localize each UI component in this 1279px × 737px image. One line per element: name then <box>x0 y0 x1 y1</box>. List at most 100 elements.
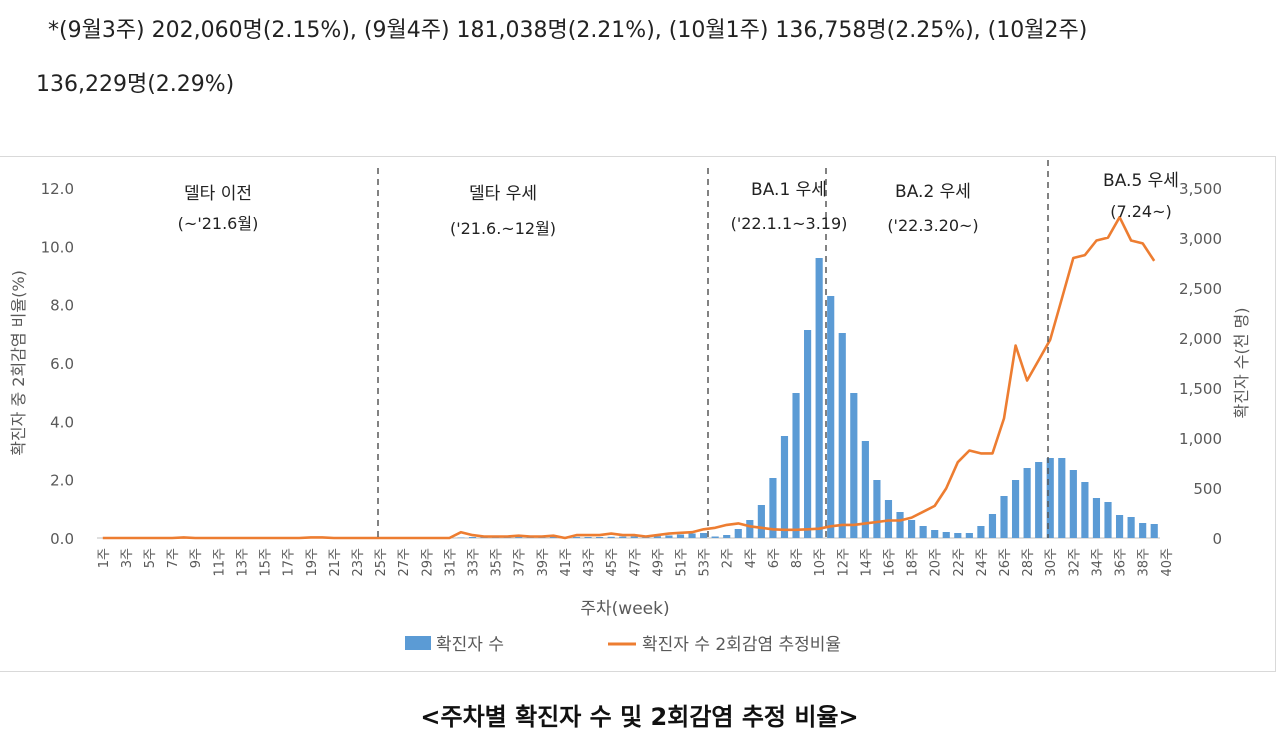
note-line-2: 136,229명(2.29%) <box>36 72 235 97</box>
x-tick-label: 7주 <box>166 548 181 568</box>
case-count-bar <box>1046 458 1054 538</box>
x-tick-label: 32주 <box>1067 548 1082 577</box>
x-tick-label: 1주 <box>97 548 112 568</box>
weekly-cases-chart: 0.0 2.0 4.0 6.0 8.0 10.0 12.0 0 500 1,000 1,500 2,0… <box>9 160 1251 655</box>
period-label: BA.2 우세 <box>895 182 971 202</box>
left-y-tick-label: 8.0 <box>50 297 74 315</box>
case-count-bar <box>965 533 973 538</box>
right-y-axis-title: 확진자 수(천 명) <box>1232 308 1251 419</box>
case-count-bar <box>630 536 638 538</box>
case-count-bar <box>1011 480 1020 538</box>
case-count-bar <box>596 537 604 538</box>
case-count-bar <box>907 520 916 538</box>
case-count-bar <box>457 537 465 538</box>
x-tick-label: 13주 <box>235 548 250 577</box>
case-count-bar <box>1000 496 1008 538</box>
period-label: 델타 이전 <box>184 184 252 204</box>
case-count-bar <box>468 537 477 538</box>
right-y-tick-label: 3,000 <box>1179 230 1222 248</box>
x-tick-label: 31주 <box>443 548 458 577</box>
case-count-bar <box>515 536 523 538</box>
case-count-bar <box>584 537 592 538</box>
x-tick-label: 39주 <box>536 548 551 577</box>
period-range: (7.24~) <box>1110 202 1172 221</box>
case-count-bar <box>1104 502 1112 538</box>
x-tick-label: 37주 <box>513 548 528 577</box>
case-count-bar <box>688 533 696 538</box>
x-tick-label: 25주 <box>374 548 389 577</box>
x-tick-label: 33주 <box>467 548 482 577</box>
x-tick-label: 23주 <box>351 548 366 577</box>
chart-frame <box>0 156 1276 672</box>
left-y-tick-label: 12.0 <box>41 180 74 198</box>
x-tick-label: 2주 <box>721 548 736 568</box>
right-y-tick-label: 0 <box>1212 530 1222 548</box>
case-count-bar <box>815 258 823 538</box>
case-count-bar <box>619 536 627 538</box>
left-y-tick-label: 0.0 <box>50 530 74 548</box>
x-tick-label: 5주 <box>143 548 158 568</box>
case-count-bar <box>1127 517 1135 538</box>
left-y-tick-label: 10.0 <box>41 238 74 256</box>
x-tick-label: 29주 <box>420 548 435 577</box>
x-tick-label: 38주 <box>1137 548 1152 577</box>
case-count-bar <box>572 536 581 538</box>
period-range: ('22.3.20~) <box>887 216 978 235</box>
case-count-bar <box>780 436 789 538</box>
x-tick-label: 16주 <box>882 548 897 577</box>
case-count-bar <box>1058 458 1066 538</box>
x-tick-label: 9주 <box>189 548 204 568</box>
x-tick-label: 28주 <box>1021 548 1036 577</box>
x-tick-label: 36주 <box>1114 548 1129 577</box>
case-count-bar <box>1092 498 1101 538</box>
x-tick-label: 4주 <box>744 548 759 568</box>
case-count-bar <box>896 512 904 538</box>
left-y-tick-label: 4.0 <box>50 413 74 431</box>
period-label: 델타 우세 <box>469 184 537 204</box>
case-count-bar <box>838 333 846 538</box>
case-count-bar <box>1035 462 1043 538</box>
x-tick-label: 17주 <box>282 548 297 577</box>
legend-bar-label: 확진자 수 <box>436 635 504 655</box>
case-count-bar <box>1115 515 1124 538</box>
legend-line-label: 확진자 수 2회감염 추정비율 <box>642 635 841 655</box>
x-tick-label: 30주 <box>1044 548 1059 577</box>
x-tick-label: 49주 <box>651 548 666 577</box>
case-count-bar <box>873 480 881 538</box>
period-label: BA.1 우세 <box>751 180 827 200</box>
case-count-bar <box>827 296 835 538</box>
x-tick-label: 14주 <box>859 548 874 577</box>
x-tick-label: 34주 <box>1090 548 1105 577</box>
x-tick-label: 19주 <box>305 548 320 577</box>
x-tick-label: 35주 <box>490 548 505 577</box>
x-tick-label: 18주 <box>906 548 921 577</box>
case-count-bar <box>549 536 557 538</box>
x-tick-label: 47주 <box>628 548 643 577</box>
legend-bar-swatch <box>405 636 431 650</box>
case-count-bar <box>988 514 997 538</box>
period-range: (~'21.6월) <box>178 214 259 233</box>
x-tick-label: 3주 <box>120 548 135 568</box>
case-count-bar <box>723 535 731 538</box>
x-axis-title: 주차(week) <box>580 599 669 619</box>
case-count-bar <box>792 393 800 538</box>
case-count-bar <box>884 500 893 538</box>
chart-caption: <주차별 확진자 수 및 2회감염 추정 비율> <box>420 703 859 731</box>
x-tick-label: 26주 <box>998 548 1013 577</box>
x-tick-label: 41주 <box>559 548 574 577</box>
case-count-bar <box>711 536 719 538</box>
x-tick-label: 6주 <box>767 548 782 568</box>
note-line-1: *(9월3주) 202,060명(2.15%), (9월4주) 181,038명… <box>48 18 1088 43</box>
case-count-bar <box>1081 482 1089 538</box>
x-tick-label: 45주 <box>605 548 620 577</box>
period-range: ('21.6.~12월) <box>450 219 556 238</box>
case-count-bar <box>700 533 708 538</box>
x-tick-label: 8주 <box>790 548 805 568</box>
right-y-tick-label: 1,500 <box>1179 380 1222 398</box>
x-tick-label: 21주 <box>328 548 343 577</box>
case-count-bar <box>1023 468 1031 538</box>
reinfection-ratio-line <box>102 215 1156 540</box>
x-tick-label: 10주 <box>813 548 828 577</box>
case-count-bar <box>1139 523 1147 538</box>
x-tick-label: 24주 <box>975 548 990 577</box>
